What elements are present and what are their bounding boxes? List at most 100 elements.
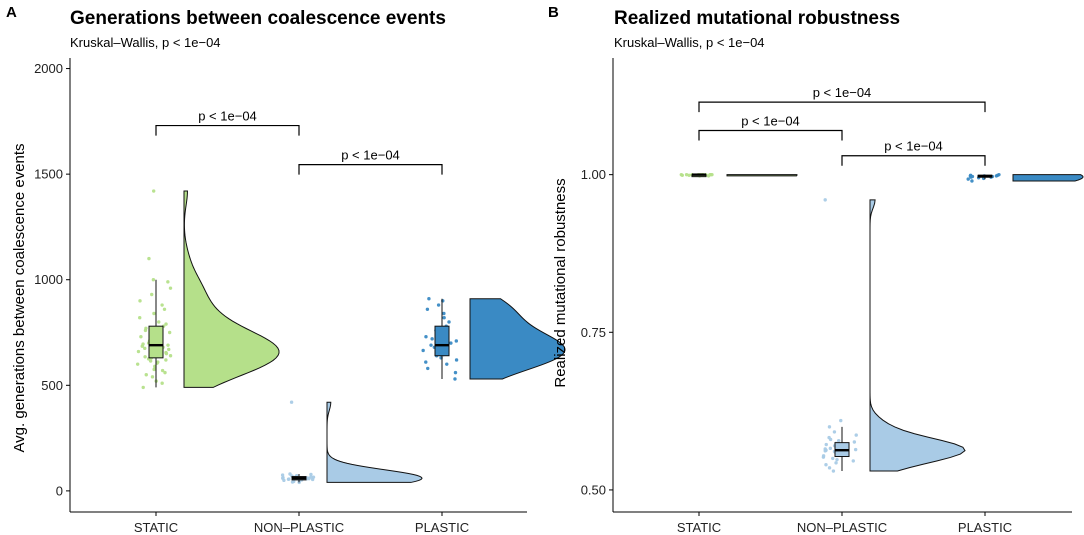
- panel-b-group-1-point: [824, 442, 828, 447]
- panel-b-group-1-point: [827, 466, 832, 470]
- panel-a-group-0-point: [150, 375, 155, 379]
- panel-a-group-2-point: [449, 341, 453, 345]
- panel-a-group-1-point: [292, 479, 296, 484]
- panel-b-y-tick-label: 0.50: [581, 482, 606, 497]
- panel-b-comparison-bracket: [698, 129, 843, 141]
- panel-a-comparison-bracket: [155, 124, 300, 136]
- panel-b-comparison-bracket: [841, 155, 986, 166]
- panel-b-group-0-point: [680, 173, 684, 177]
- panel-b-group-2-violin: [1012, 174, 1084, 182]
- panel-a-group-0-point: [167, 330, 172, 335]
- panel-a-group-2-point: [454, 358, 459, 362]
- panel-a-group-0-point: [139, 335, 143, 339]
- panel-a-group-0-point: [166, 343, 170, 347]
- panel-b-group-2-point: [968, 174, 973, 178]
- panel-b-x-tick-label: STATIC: [677, 520, 721, 535]
- panel-a-y-axis-label: Avg. generations between coalescence eve…: [11, 143, 28, 452]
- panel-a-x-tick-label: STATIC: [134, 520, 178, 535]
- panel-a-group-2-point: [454, 339, 459, 343]
- panel-a-group-1-point: [280, 473, 285, 477]
- panel-b-group-1-point: [835, 457, 839, 462]
- panel-a-group-1-point: [309, 472, 313, 477]
- panel-a-x-tick-label: PLASTIC: [415, 520, 469, 535]
- panel-a-group-0-point: [141, 342, 145, 346]
- panel-a-group-0-point: [138, 316, 142, 320]
- panel-b-plot-area: 0.50 0.75 1.00 STATIC NON–PLASTIC PLASTIC p < …: [581, 58, 1084, 535]
- panel-b-group-1-point: [823, 447, 827, 451]
- panel-a-group-2-point: [447, 320, 451, 324]
- panel-b-subtitle: Kruskal–Wallis, p < 1e−04: [614, 35, 765, 50]
- panel-a-group-2-point: [425, 307, 430, 311]
- panel-b-group-1-point: [828, 446, 833, 451]
- panel-a-group-0-point: [160, 368, 165, 373]
- panel-a-x-tick-label: NON–PLASTIC: [254, 520, 344, 535]
- panel-a-group-0-point: [164, 358, 168, 362]
- panel-b-group-1-point: [839, 418, 843, 423]
- panel-b-comparison-label: p < 1e−04: [813, 85, 872, 100]
- panel-a-group-0-point: [136, 349, 141, 354]
- panel-a-plot-area: 0 500 1000 1500 2000 STATIC NON–PLASTIC PLASTIC…: [34, 58, 566, 535]
- panel-b-group-1-point: [831, 469, 836, 473]
- panel-a-group-0-point: [160, 303, 164, 307]
- panel-b-x-tick-label: NON–PLASTIC: [797, 520, 887, 535]
- panel-a-group-0-point: [141, 385, 145, 390]
- panel-a-group-0-point: [168, 286, 173, 290]
- panel-a-group-0-box: [148, 325, 164, 359]
- panel-a-group-0-point: [151, 278, 156, 282]
- panel-b-group-2-point: [997, 172, 1001, 177]
- panel-b-group-1-point: [836, 439, 841, 443]
- panel-b-group-1-point: [823, 198, 827, 202]
- panel-a-group-2-point: [427, 297, 431, 301]
- panel-b-group-1-point: [852, 440, 857, 444]
- panel-a-group-0-point: [147, 256, 151, 261]
- panel-b-y-axis-label: Realized mutational robustness: [552, 178, 569, 387]
- panel-a-y-tick-label: 2000: [34, 61, 63, 76]
- panel-a-group-0-point: [168, 354, 173, 358]
- panel-b: B Realized mutational robustness Kruskal…: [548, 4, 1084, 535]
- panel-a-group-0-point: [160, 381, 164, 385]
- panel-a-title: Generations between coalescence events: [70, 8, 446, 29]
- panel-b-group-1-point: [827, 435, 831, 440]
- panel-b-group-1-point: [832, 430, 837, 434]
- panel-b-group-2-point: [966, 177, 970, 181]
- panel-a-group-2-point: [453, 377, 457, 381]
- panel-a-group-0-point: [143, 355, 147, 359]
- panel-b-group-1-point: [831, 456, 835, 461]
- panel-a-group-2-point: [453, 370, 458, 375]
- panel-a-group-2-point: [426, 366, 430, 371]
- panel-a-group-1-point: [288, 472, 292, 476]
- panel-a-group-0-point: [162, 307, 167, 311]
- panel-a-group-1-violin: [326, 401, 423, 483]
- panel-a-group-2-point: [445, 362, 449, 366]
- panel-a-y-tick-label: 500: [41, 378, 63, 393]
- panel-a-group-2-point: [424, 360, 428, 364]
- panel-a-group-2-point: [430, 337, 434, 341]
- panel-b-comparison-label: p < 1e−04: [884, 139, 943, 154]
- panel-a-letter: A: [6, 4, 17, 21]
- panel-b-title: Realized mutational robustness: [614, 8, 900, 29]
- panel-a-group-1-point: [289, 400, 294, 404]
- panel-b-group-1-point: [834, 461, 838, 465]
- panel-a-y-tick-label: 0: [56, 483, 63, 498]
- panel-b-comparison-bracket: [698, 101, 986, 113]
- panel-a-group-2-violin: [469, 298, 566, 380]
- panel-a-y-tick-label: 1500: [34, 167, 63, 182]
- panel-a-comparison-label: p < 1e−04: [198, 109, 257, 124]
- panel-b-group-2-point: [970, 179, 974, 183]
- panel-a-y-tick-label: 1000: [34, 272, 63, 287]
- panel-a-group-0-point: [163, 370, 167, 375]
- panel-b-group-0-point: [684, 172, 689, 177]
- panel-b-group-1-point: [851, 459, 855, 463]
- panel-a-group-2-box: [434, 325, 450, 357]
- panel-b-y-tick-label: 1.00: [581, 167, 606, 182]
- panel-a-group-0-point: [156, 360, 160, 364]
- panel-a-group-0-point: [167, 347, 171, 352]
- panel-a-group-0-point: [135, 362, 140, 366]
- panel-a-group-1-point: [309, 475, 313, 479]
- panel-b-group-1-point: [827, 425, 832, 429]
- panel-b-group-1-point: [821, 454, 826, 458]
- panel-a-group-0-violin: [183, 190, 280, 388]
- panel-b-group-1-point: [853, 447, 858, 452]
- panel-a: A Generations between coalescence events…: [6, 4, 566, 535]
